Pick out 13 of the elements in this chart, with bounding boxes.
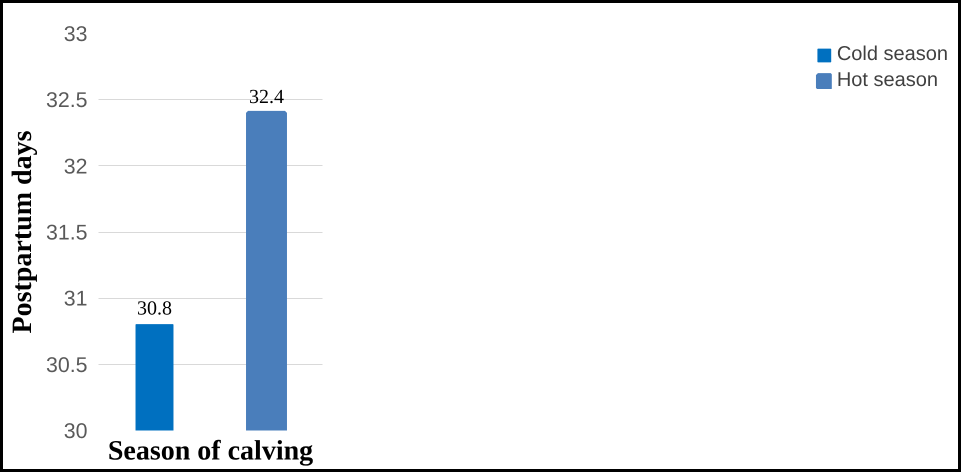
y-tick-label: 32 [64, 154, 88, 178]
y-tick-label: 30.5 [46, 352, 88, 377]
legend-label: Cold season [836, 43, 948, 66]
x-axis-title: Season of calving [108, 436, 314, 466]
y-tick-label: 31 [64, 286, 88, 311]
y-tick-label: 30 [64, 419, 88, 443]
data-label: 30.8 [137, 298, 172, 320]
y-tick-label: 31.5 [46, 220, 88, 244]
y-axis-title: Postpartum days [6, 130, 38, 334]
data-label: 32.4 [249, 86, 284, 108]
y-tick-label: 32.5 [46, 88, 88, 112]
legend-label: Hot season [836, 69, 938, 92]
y-tick-label: 33 [64, 22, 88, 46]
